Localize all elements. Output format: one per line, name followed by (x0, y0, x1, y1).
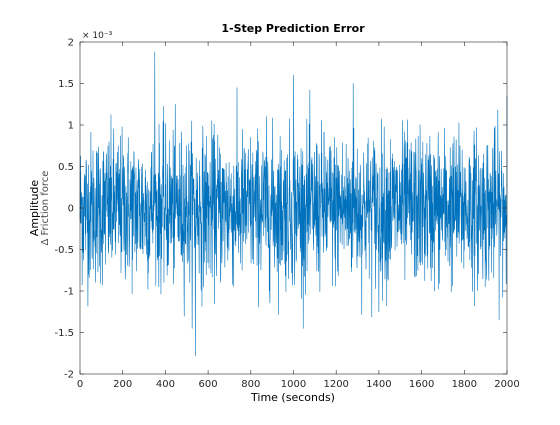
x-tick-label: 0 (77, 379, 83, 390)
x-tick-label: 1000 (281, 379, 306, 390)
x-tick-label: 200 (113, 379, 132, 390)
y-tick-label: -0.5 (54, 245, 74, 256)
x-tick-label: 1800 (452, 379, 477, 390)
prediction-error-series-line (79, 51, 508, 357)
y-axis-sublabel: Δ Friction force (40, 171, 51, 246)
x-axis-label: Time (seconds) (250, 391, 335, 404)
x-tick-label: 800 (241, 379, 260, 390)
y-axis-label: Amplitude (28, 180, 41, 237)
x-tick-label: 1400 (366, 379, 391, 390)
y-exponent-label: × 10⁻³ (82, 31, 113, 41)
y-tick-label: 0.5 (58, 162, 74, 173)
x-tick-label: 400 (156, 379, 175, 390)
y-tick-label: 0 (68, 204, 74, 215)
y-tick-label: -1 (64, 287, 74, 298)
y-tick-label: 1.5 (58, 79, 74, 90)
y-tick-label: -1.5 (54, 328, 74, 339)
x-tick-label: 2000 (494, 379, 519, 390)
x-tick-label: 600 (199, 379, 218, 390)
series-line-group (79, 51, 508, 357)
y-tick-label: -2 (64, 370, 74, 381)
x-tick-label: 1200 (323, 379, 348, 390)
axes-box (79, 41, 508, 375)
y-tick-label: 2 (68, 38, 74, 49)
x-tick-labels: 0 200 400 600 800 1000 1200 1400 1600 1800 2000 (77, 379, 520, 390)
y-tick-labels: -2 -1.5 -1 -0.5 0 0.5 1 1.5 2 (54, 38, 74, 381)
chart-title: 1-Step Prediction Error (221, 22, 365, 35)
x-tick-label: 1600 (409, 379, 434, 390)
y-tick-label: 1 (68, 121, 74, 132)
